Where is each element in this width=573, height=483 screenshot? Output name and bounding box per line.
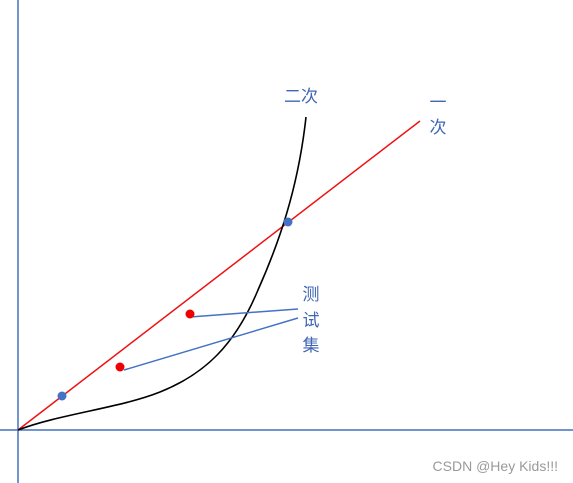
test-set-label: 试 [303,311,320,331]
quadratic-label: 二次 [284,87,318,107]
test-point [115,362,125,372]
test-set-label: 测 [303,285,320,305]
leader-line [123,317,299,371]
test-point [185,309,195,319]
linear-label: 次 [430,118,447,138]
linear-label: 一 [430,93,447,113]
train-point [57,391,67,401]
watermark: CSDN @Hey Kids!!! [433,458,558,474]
quadratic-curve [17,116,307,431]
linear-line [17,120,421,431]
leader-line [189,308,299,318]
test-set-label: 集 [303,336,320,356]
train-point [283,217,293,227]
